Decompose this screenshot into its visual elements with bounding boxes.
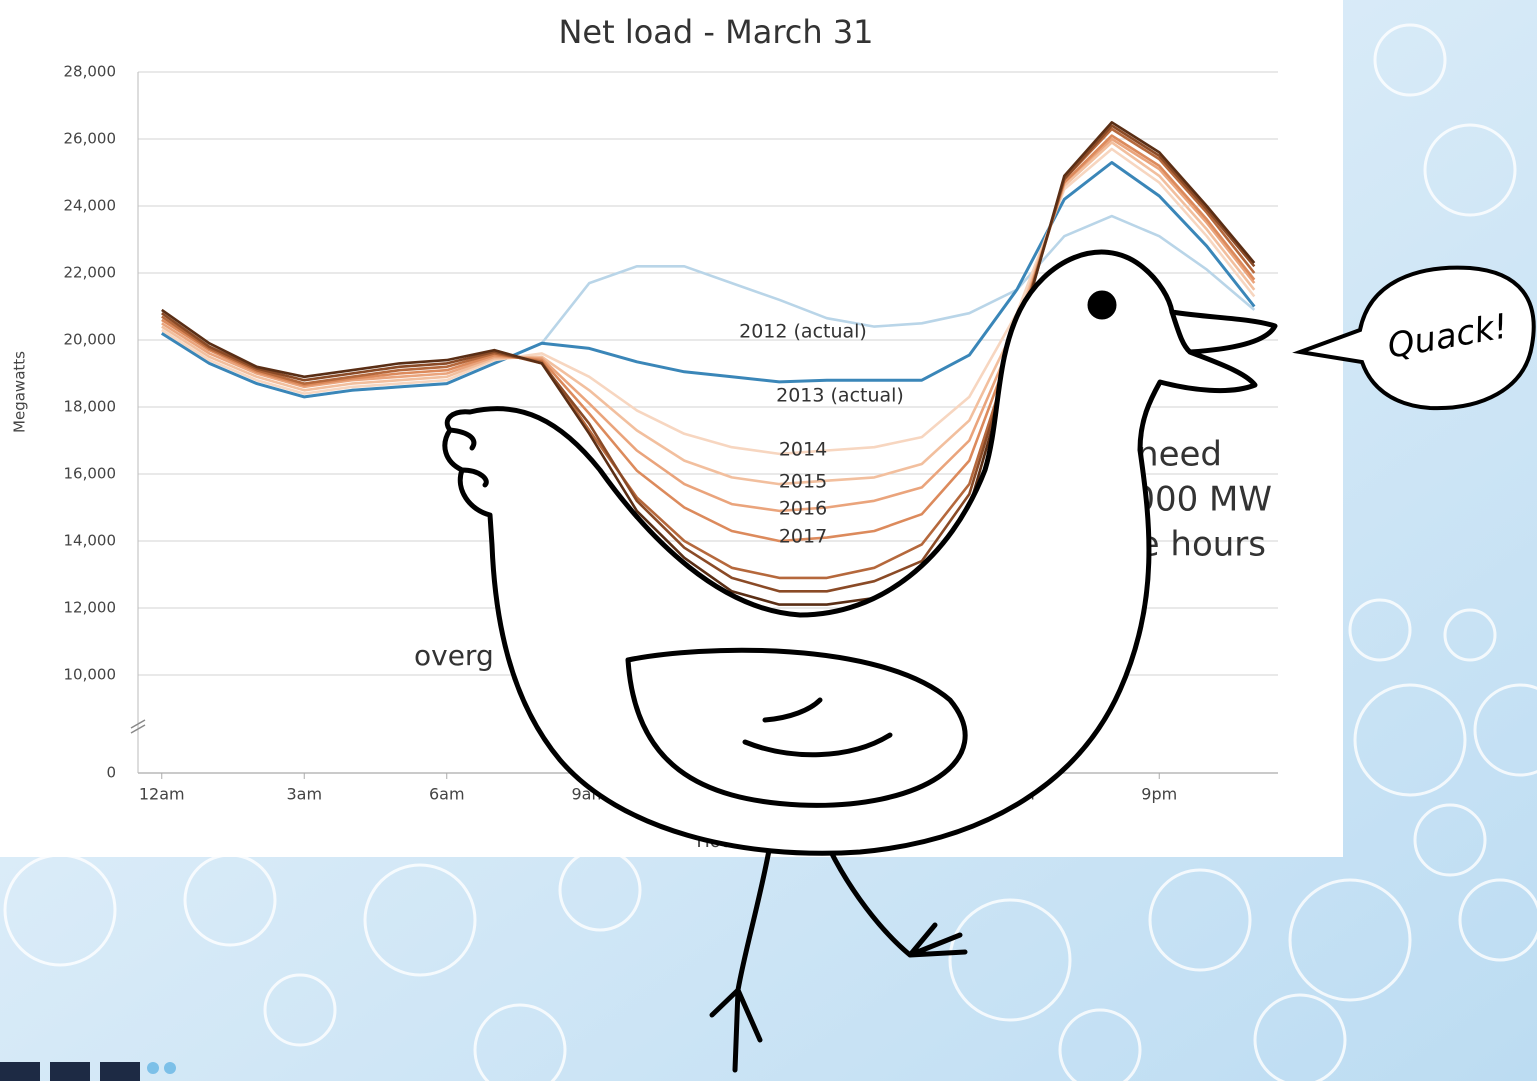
y-tick-label: 22,000 xyxy=(64,264,117,282)
y-tick-label: 16,000 xyxy=(64,465,117,483)
y-tick-label: 0 xyxy=(106,764,116,782)
y-tick-label: 10,000 xyxy=(64,666,117,684)
logo xyxy=(0,1062,176,1081)
axis-break xyxy=(130,719,146,734)
chart-title: Net load - March 31 xyxy=(558,13,873,51)
series-line xyxy=(161,147,1256,456)
annotation: overg xyxy=(414,639,494,672)
annotation: need xyxy=(1137,435,1222,475)
series-label: 2012 (actual) xyxy=(739,320,867,342)
x-tick-label: 12am xyxy=(139,785,185,804)
y-tick-label: 28,000 xyxy=(64,63,117,81)
duck xyxy=(442,249,1278,1073)
y-tick-label: 24,000 xyxy=(64,197,117,215)
y-axis-label: Megawatts xyxy=(11,351,29,433)
series-label: 2014 xyxy=(779,438,827,460)
series-line xyxy=(161,134,1256,543)
x-tick-label: 9pm xyxy=(1141,785,1177,804)
x-tick-label: 6am xyxy=(429,785,465,804)
speech-bubble: Quack! xyxy=(1292,265,1536,411)
series-line xyxy=(161,124,1256,593)
y-tick-label: 20,000 xyxy=(64,331,117,349)
series-label: 2015 xyxy=(779,471,827,493)
series-label: 2017 xyxy=(779,526,827,548)
y-tick-label: 14,000 xyxy=(64,532,117,550)
y-tick-label: 18,000 xyxy=(64,398,117,416)
y-tick-label: 26,000 xyxy=(64,130,117,148)
x-tick-label: 3am xyxy=(286,785,322,804)
series-line xyxy=(160,161,1256,399)
series-label: 2016 xyxy=(779,497,827,519)
series-line xyxy=(161,141,1256,486)
series-line xyxy=(161,121,1256,606)
series-label: 2013 (actual) xyxy=(776,384,904,406)
y-tick-label: 12,000 xyxy=(64,599,117,617)
